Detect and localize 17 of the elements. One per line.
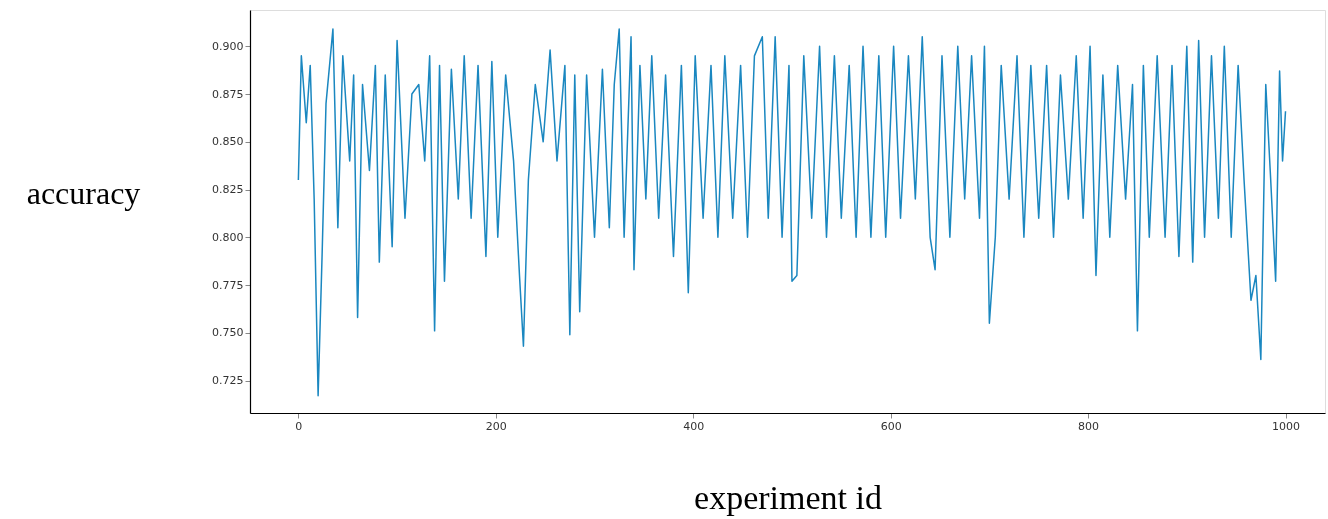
line-series [297,28,1287,397]
x-tick-label: 400 [683,419,705,433]
y-axis-title: accuracy [26,174,141,211]
y-tick-label: 0.875 [212,87,244,101]
y-tick-label: 0.725 [212,374,244,388]
x-tick-label: 0 [295,419,303,433]
y-tick-label: 0.750 [212,326,244,340]
x-tick-label: 200 [485,419,507,433]
y-tick-label: 0.775 [212,278,244,292]
x-axis-title: experiment id [694,478,882,516]
y-tick-label: 0.900 [212,39,244,53]
x-tick-label: 1000 [1272,419,1301,433]
x-tick-label: 600 [880,419,902,433]
x-tick-label: 800 [1078,419,1100,433]
y-tick-label: 0.800 [212,230,244,244]
y-tick-label: 0.850 [212,135,244,149]
y-tick-label: 0.825 [212,183,244,197]
